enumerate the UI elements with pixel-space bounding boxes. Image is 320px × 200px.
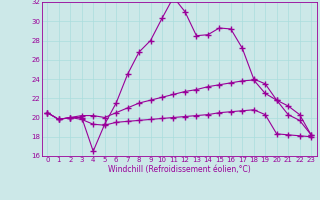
X-axis label: Windchill (Refroidissement éolien,°C): Windchill (Refroidissement éolien,°C) [108,165,251,174]
